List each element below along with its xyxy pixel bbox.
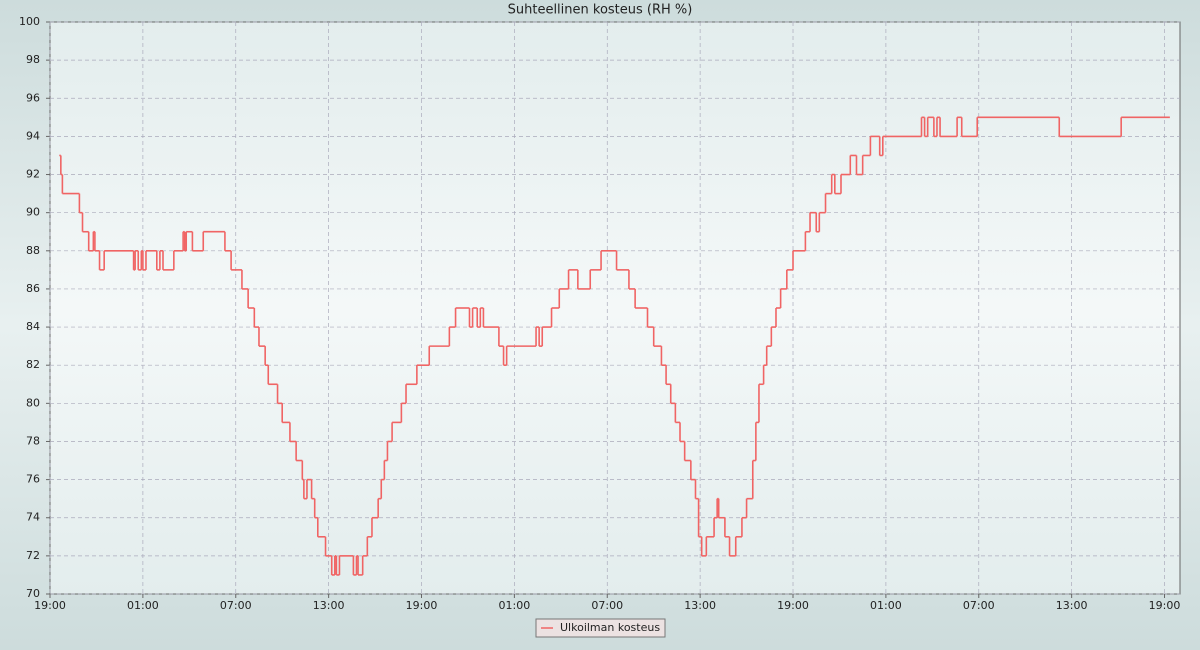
legend-label: Ulkoilman kosteus <box>560 621 660 634</box>
x-tick-label: 19:00 <box>1149 599 1181 612</box>
y-tick-label: 74 <box>26 511 40 524</box>
x-tick-label: 07:00 <box>963 599 995 612</box>
y-tick-label: 78 <box>26 434 40 447</box>
y-tick-label: 94 <box>26 129 40 142</box>
y-tick-label: 86 <box>26 282 40 295</box>
y-tick-label: 98 <box>26 53 40 66</box>
x-tick-label: 13:00 <box>1056 599 1088 612</box>
x-tick-label: 19:00 <box>406 599 438 612</box>
y-tick-label: 90 <box>26 206 40 219</box>
x-tick-label: 01:00 <box>499 599 531 612</box>
y-tick-label: 96 <box>26 91 40 104</box>
plot-area <box>49 21 1181 595</box>
x-tick-label: 13:00 <box>313 599 345 612</box>
y-tick-label: 84 <box>26 320 40 333</box>
legend-box <box>535 618 666 638</box>
x-tick-label: 07:00 <box>591 599 623 612</box>
y-tick-label: 82 <box>26 358 40 371</box>
y-tick-label: 80 <box>26 396 40 409</box>
y-tick-label: 88 <box>26 244 40 257</box>
x-tick-label: 01:00 <box>127 599 159 612</box>
x-tick-label: 01:00 <box>870 599 902 612</box>
y-tick-label: 92 <box>26 168 40 181</box>
chart-title: Suhteellinen kosteus (RH %) <box>508 3 693 18</box>
legend: Ulkoilman kosteus <box>535 618 666 638</box>
y-tick-label: 70 <box>26 587 40 600</box>
x-tick-label: 19:00 <box>777 599 809 612</box>
x-tick-label: 19:00 <box>34 599 66 612</box>
x-tick-label: 07:00 <box>220 599 252 612</box>
y-tick-label: 100 <box>19 15 40 28</box>
y-tick-label: 76 <box>26 473 40 486</box>
x-tick-label: 13:00 <box>684 599 716 612</box>
y-tick-label: 72 <box>26 549 40 562</box>
